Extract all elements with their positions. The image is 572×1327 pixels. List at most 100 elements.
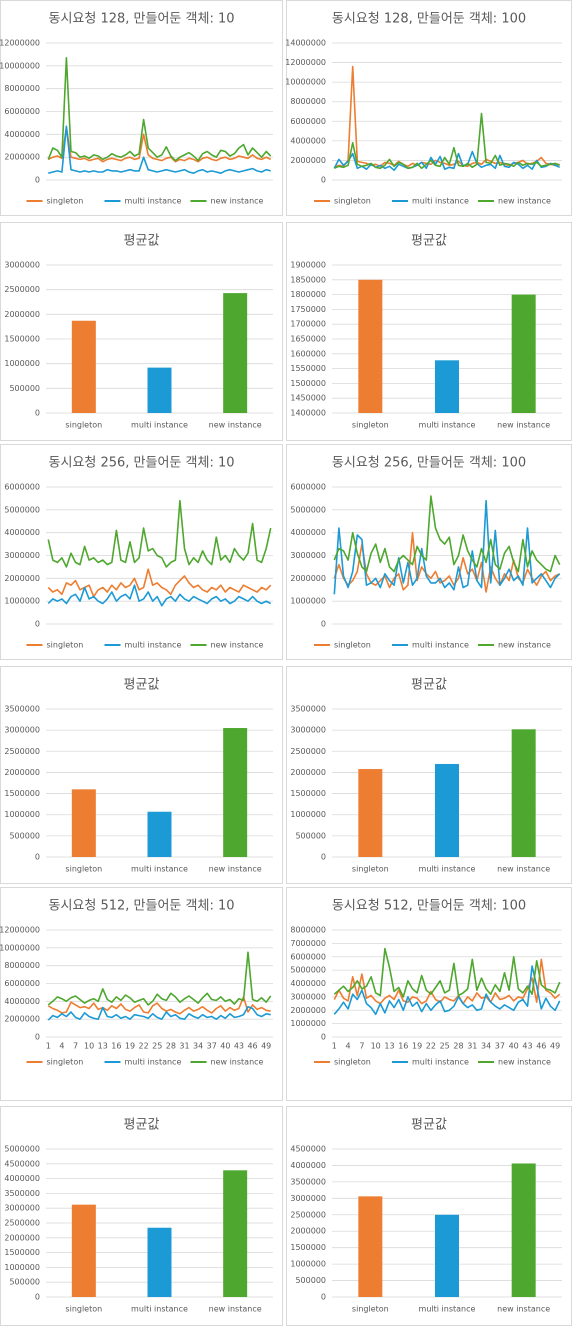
y-tick-label: 6000000: [290, 952, 326, 961]
y-tick-label: 14000000: [285, 39, 326, 48]
y-tick-label: 8000000: [290, 97, 326, 106]
legend-label: new instance: [498, 641, 551, 650]
legend-label: singleton: [334, 1058, 371, 1067]
y-tick-label: 3500000: [4, 705, 40, 714]
bar: [435, 360, 459, 413]
x-tick-label: 40: [220, 1042, 230, 1051]
y-tick-label: 2000000: [4, 768, 40, 777]
series-line: [333, 495, 561, 573]
x-tick-label: 40: [509, 1042, 519, 1051]
x-tick-label: singleton: [65, 1305, 102, 1314]
x-tick-label: 49: [261, 1042, 271, 1051]
y-tick-label: 6000000: [4, 483, 40, 492]
y-tick-label: 4000000: [4, 130, 40, 139]
series-line: [333, 958, 561, 1005]
y-tick-label: 3000000: [4, 261, 40, 270]
y-tick-label: 2000000: [4, 1233, 40, 1242]
series-line: [47, 584, 272, 607]
y-tick-label: 6000000: [290, 117, 326, 126]
y-tick-label: 2500000: [290, 1210, 326, 1219]
bar: [147, 811, 172, 857]
y-tick-label: 1500000: [290, 789, 326, 798]
legend-label: new instance: [498, 197, 551, 206]
bar: [358, 1196, 383, 1297]
panel: [0, 887, 283, 1101]
x-tick-label: multi instance: [419, 865, 476, 874]
y-tick-label: 3000000: [290, 1194, 326, 1203]
bar: [71, 320, 96, 413]
y-tick-label: 2000000: [4, 1015, 40, 1024]
bar: [358, 769, 383, 857]
legend-label: singleton: [47, 197, 84, 206]
y-tick-label: 2500000: [4, 285, 40, 294]
x-tick-label: new instance: [497, 421, 550, 430]
y-tick-label: 1600000: [290, 349, 326, 358]
x-tick-label: multi instance: [419, 1305, 476, 1314]
x-tick-label: multi instance: [131, 1305, 188, 1314]
bar: [223, 728, 248, 857]
y-tick-label: 6000000: [290, 483, 326, 492]
x-tick-label: 4: [346, 1042, 351, 1051]
y-tick-label: 500000: [9, 384, 40, 393]
y-tick-label: 500000: [295, 1276, 326, 1285]
chart-title: 동시요청 256, 만들어둔 객체: 10: [49, 456, 235, 471]
y-tick-label: 4000000: [290, 1161, 326, 1170]
x-tick-label: multi instance: [131, 421, 188, 430]
x-tick-label: singleton: [352, 1305, 389, 1314]
y-tick-label: 1450000: [290, 394, 326, 403]
y-tick-label: 500000: [9, 1278, 40, 1287]
x-tick-label: 31: [467, 1042, 477, 1051]
series-line: [333, 947, 561, 998]
chart-title: 동시요청 512, 만들어둔 객체: 100: [332, 899, 526, 914]
legend-label: multi instance: [125, 197, 182, 206]
x-tick-label: 28: [166, 1042, 176, 1051]
y-tick-label: 0: [321, 1293, 326, 1302]
x-tick-label: 43: [522, 1042, 532, 1051]
y-tick-label: 8000000: [4, 961, 40, 970]
legend-label: singleton: [47, 1058, 84, 1067]
y-tick-label: 1850000: [290, 275, 326, 284]
y-tick-label: 10000000: [0, 61, 40, 70]
chart-title: 평균값: [411, 678, 447, 693]
x-tick-label: singleton: [352, 421, 389, 430]
x-tick-label: 25: [152, 1042, 162, 1051]
bar: [511, 729, 536, 857]
x-tick-label: singleton: [65, 421, 102, 430]
legend-label: singleton: [334, 197, 371, 206]
x-tick-label: new instance: [497, 865, 550, 874]
series-line: [333, 112, 561, 170]
y-tick-label: 6000000: [4, 979, 40, 988]
legend-label: multi instance: [125, 641, 182, 650]
legend-label: new instance: [211, 197, 264, 206]
y-tick-label: 1500000: [4, 789, 40, 798]
y-tick-label: 3000000: [290, 726, 326, 735]
y-tick-label: 1500000: [4, 335, 40, 344]
x-tick-label: 46: [536, 1042, 546, 1051]
legend-label: multi instance: [412, 1058, 469, 1067]
series-line: [47, 57, 272, 162]
chart-title: 평균값: [124, 1118, 160, 1133]
y-tick-label: 1000000: [290, 1260, 326, 1269]
y-tick-label: 0: [35, 1033, 40, 1042]
series-line: [48, 125, 271, 174]
panel: [0, 444, 283, 660]
y-tick-label: 0: [321, 620, 326, 629]
x-tick-label: singleton: [65, 865, 102, 874]
bar: [147, 367, 172, 413]
y-tick-label: 3000000: [290, 992, 326, 1001]
y-tick-label: 1000000: [4, 1263, 40, 1272]
chart-title: 동시요청 512, 만들어둔 객체: 10: [49, 899, 235, 914]
y-tick-label: 1650000: [290, 335, 326, 344]
bar: [147, 1227, 172, 1297]
series-line: [47, 1005, 271, 1021]
x-tick-label: 16: [398, 1042, 408, 1051]
y-tick-label: 1500000: [290, 1243, 326, 1252]
y-tick-label: 12000000: [0, 39, 40, 48]
y-tick-label: 1000000: [4, 359, 40, 368]
y-tick-label: 2500000: [4, 1219, 40, 1228]
y-tick-label: 4000000: [4, 997, 40, 1006]
x-tick-label: 4: [59, 1042, 64, 1051]
chart-title: 평균값: [124, 678, 160, 693]
y-tick-label: 500000: [9, 831, 40, 840]
